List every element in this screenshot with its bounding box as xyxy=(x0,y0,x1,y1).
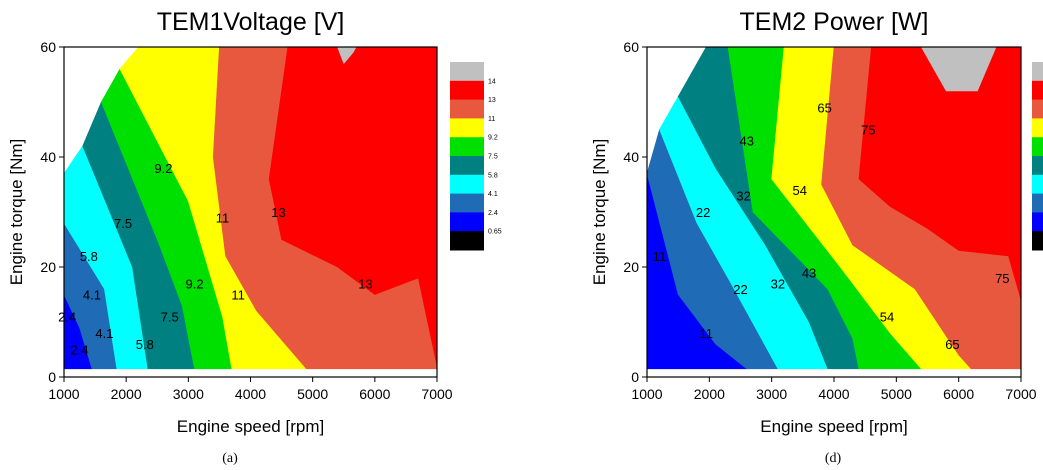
chart-title: TEM1Voltage [V] xyxy=(157,8,345,36)
contour-label: 13 xyxy=(271,205,285,220)
contour-band-8 xyxy=(337,47,357,65)
contour-label: 7.5 xyxy=(114,216,132,231)
contour-label: 11 xyxy=(216,211,230,226)
contour-label: 32 xyxy=(771,277,785,292)
contour-label: 65 xyxy=(817,101,831,116)
legend-swatch xyxy=(450,118,484,138)
chart-title: TEM2 Power [W] xyxy=(740,8,929,36)
contour-label: 9.2 xyxy=(154,161,172,176)
chart-panel-tem2-power: 1000 2000 3000 4000 5000 6000 7000 0 20 40 60 65 75 4… xyxy=(590,8,1043,466)
contour-bands xyxy=(647,47,1021,370)
chart-panel-tem1-voltage: 1000 2000 3000 4000 5000 6000 7000 0 20 40 60 9.2 7.… xyxy=(7,8,502,466)
y-tick-label: 60 xyxy=(623,39,639,55)
contour-label: 65 xyxy=(945,337,959,352)
x-tick-label: 4000 xyxy=(818,386,849,402)
contour-band-8 xyxy=(920,47,997,92)
x-axis-label: Engine speed [rpm] xyxy=(760,417,907,436)
contour-label: 22 xyxy=(696,205,710,220)
legend-label: 13 xyxy=(488,97,496,104)
y-tick-label: 0 xyxy=(48,369,56,385)
legend-swatch xyxy=(1032,118,1043,138)
contour-label: 4.1 xyxy=(95,326,113,341)
legend-swatch xyxy=(450,212,484,232)
contour-label: 54 xyxy=(792,183,806,198)
y-tick-label: 40 xyxy=(40,149,56,165)
contour-label: 54 xyxy=(880,310,894,325)
legend-swatch xyxy=(1032,174,1043,195)
legend-swatch xyxy=(1032,212,1043,232)
contour-label: 11 xyxy=(653,249,667,264)
legend-swatch xyxy=(1032,137,1043,157)
contour-label: 7.5 xyxy=(161,310,179,325)
contour-label: 9.2 xyxy=(186,277,204,292)
contour-label: 5.8 xyxy=(80,249,98,264)
x-tick-label: 3000 xyxy=(173,386,204,402)
x-tick-label: 4000 xyxy=(235,386,266,402)
x-tick-label: 5000 xyxy=(881,386,912,402)
contour-label: 13 xyxy=(358,277,372,292)
legend-swatch xyxy=(1032,231,1043,251)
legend-label: 9.2 xyxy=(488,135,498,142)
legend-swatch xyxy=(450,80,484,101)
legend-label: 5.8 xyxy=(488,172,498,179)
contour-label: 11 xyxy=(699,326,713,341)
legend-label: 0.65 xyxy=(488,229,502,236)
x-tick-label: 1000 xyxy=(631,386,662,402)
legend-swatch xyxy=(450,137,484,157)
contour-label: 43 xyxy=(739,134,753,149)
contour-label: 2.4 xyxy=(71,343,89,358)
legend-swatch xyxy=(450,62,484,82)
x-tick-label: 6000 xyxy=(943,386,974,402)
contour-label: 22 xyxy=(733,282,747,297)
legend-label: 4.1 xyxy=(488,191,498,198)
legend-swatch xyxy=(1032,193,1043,213)
x-tick-label: 7000 xyxy=(421,386,452,402)
legend-swatch xyxy=(1032,62,1043,82)
legend-label: 11 xyxy=(488,116,495,123)
y-tick-label: 0 xyxy=(631,369,639,385)
legend-swatch xyxy=(1032,99,1043,119)
contour-bands xyxy=(64,47,437,370)
contour-label: 75 xyxy=(861,123,875,138)
panel-caption: (a) xyxy=(222,451,238,466)
x-axis-label: Engine speed [rpm] xyxy=(177,417,324,436)
legend-label: 7.5 xyxy=(488,154,498,161)
panel-caption: (d) xyxy=(825,451,842,466)
x-tick-label: 5000 xyxy=(297,386,328,402)
y-tick-label: 60 xyxy=(40,39,56,55)
contour-label: 5.8 xyxy=(136,337,154,352)
contour-label: 4.1 xyxy=(83,288,101,303)
y-tick-label: 40 xyxy=(623,149,639,165)
legend-swatch xyxy=(450,231,484,251)
y-axis-label: Engine torque [Nm] xyxy=(590,139,609,285)
contour-label: 32 xyxy=(736,189,750,204)
x-tick-label: 6000 xyxy=(359,386,390,402)
x-tick-label: 3000 xyxy=(756,386,787,402)
y-tick-label: 20 xyxy=(623,259,639,275)
contour-label: 11 xyxy=(231,288,245,303)
y-tick-label: 20 xyxy=(40,259,56,275)
legend-swatch xyxy=(450,174,484,195)
legend-swatch xyxy=(450,156,484,176)
contour-label: 43 xyxy=(802,266,816,281)
legend-swatch xyxy=(450,99,484,119)
legend-swatch xyxy=(450,193,484,213)
x-tick-label: 2000 xyxy=(694,386,725,402)
legend-swatch xyxy=(1032,80,1043,101)
legend-label: 14 xyxy=(488,78,496,85)
y-axis-label: Engine torque [Nm] xyxy=(7,139,26,285)
legend-label: 2.4 xyxy=(488,210,498,217)
x-tick-label: 1000 xyxy=(48,386,79,402)
contour-label: 2.4 xyxy=(58,310,76,325)
legend-swatch xyxy=(1032,156,1043,176)
x-tick-label: 7000 xyxy=(1005,386,1036,402)
x-tick-label: 2000 xyxy=(111,386,142,402)
contour-label: 75 xyxy=(995,271,1009,286)
